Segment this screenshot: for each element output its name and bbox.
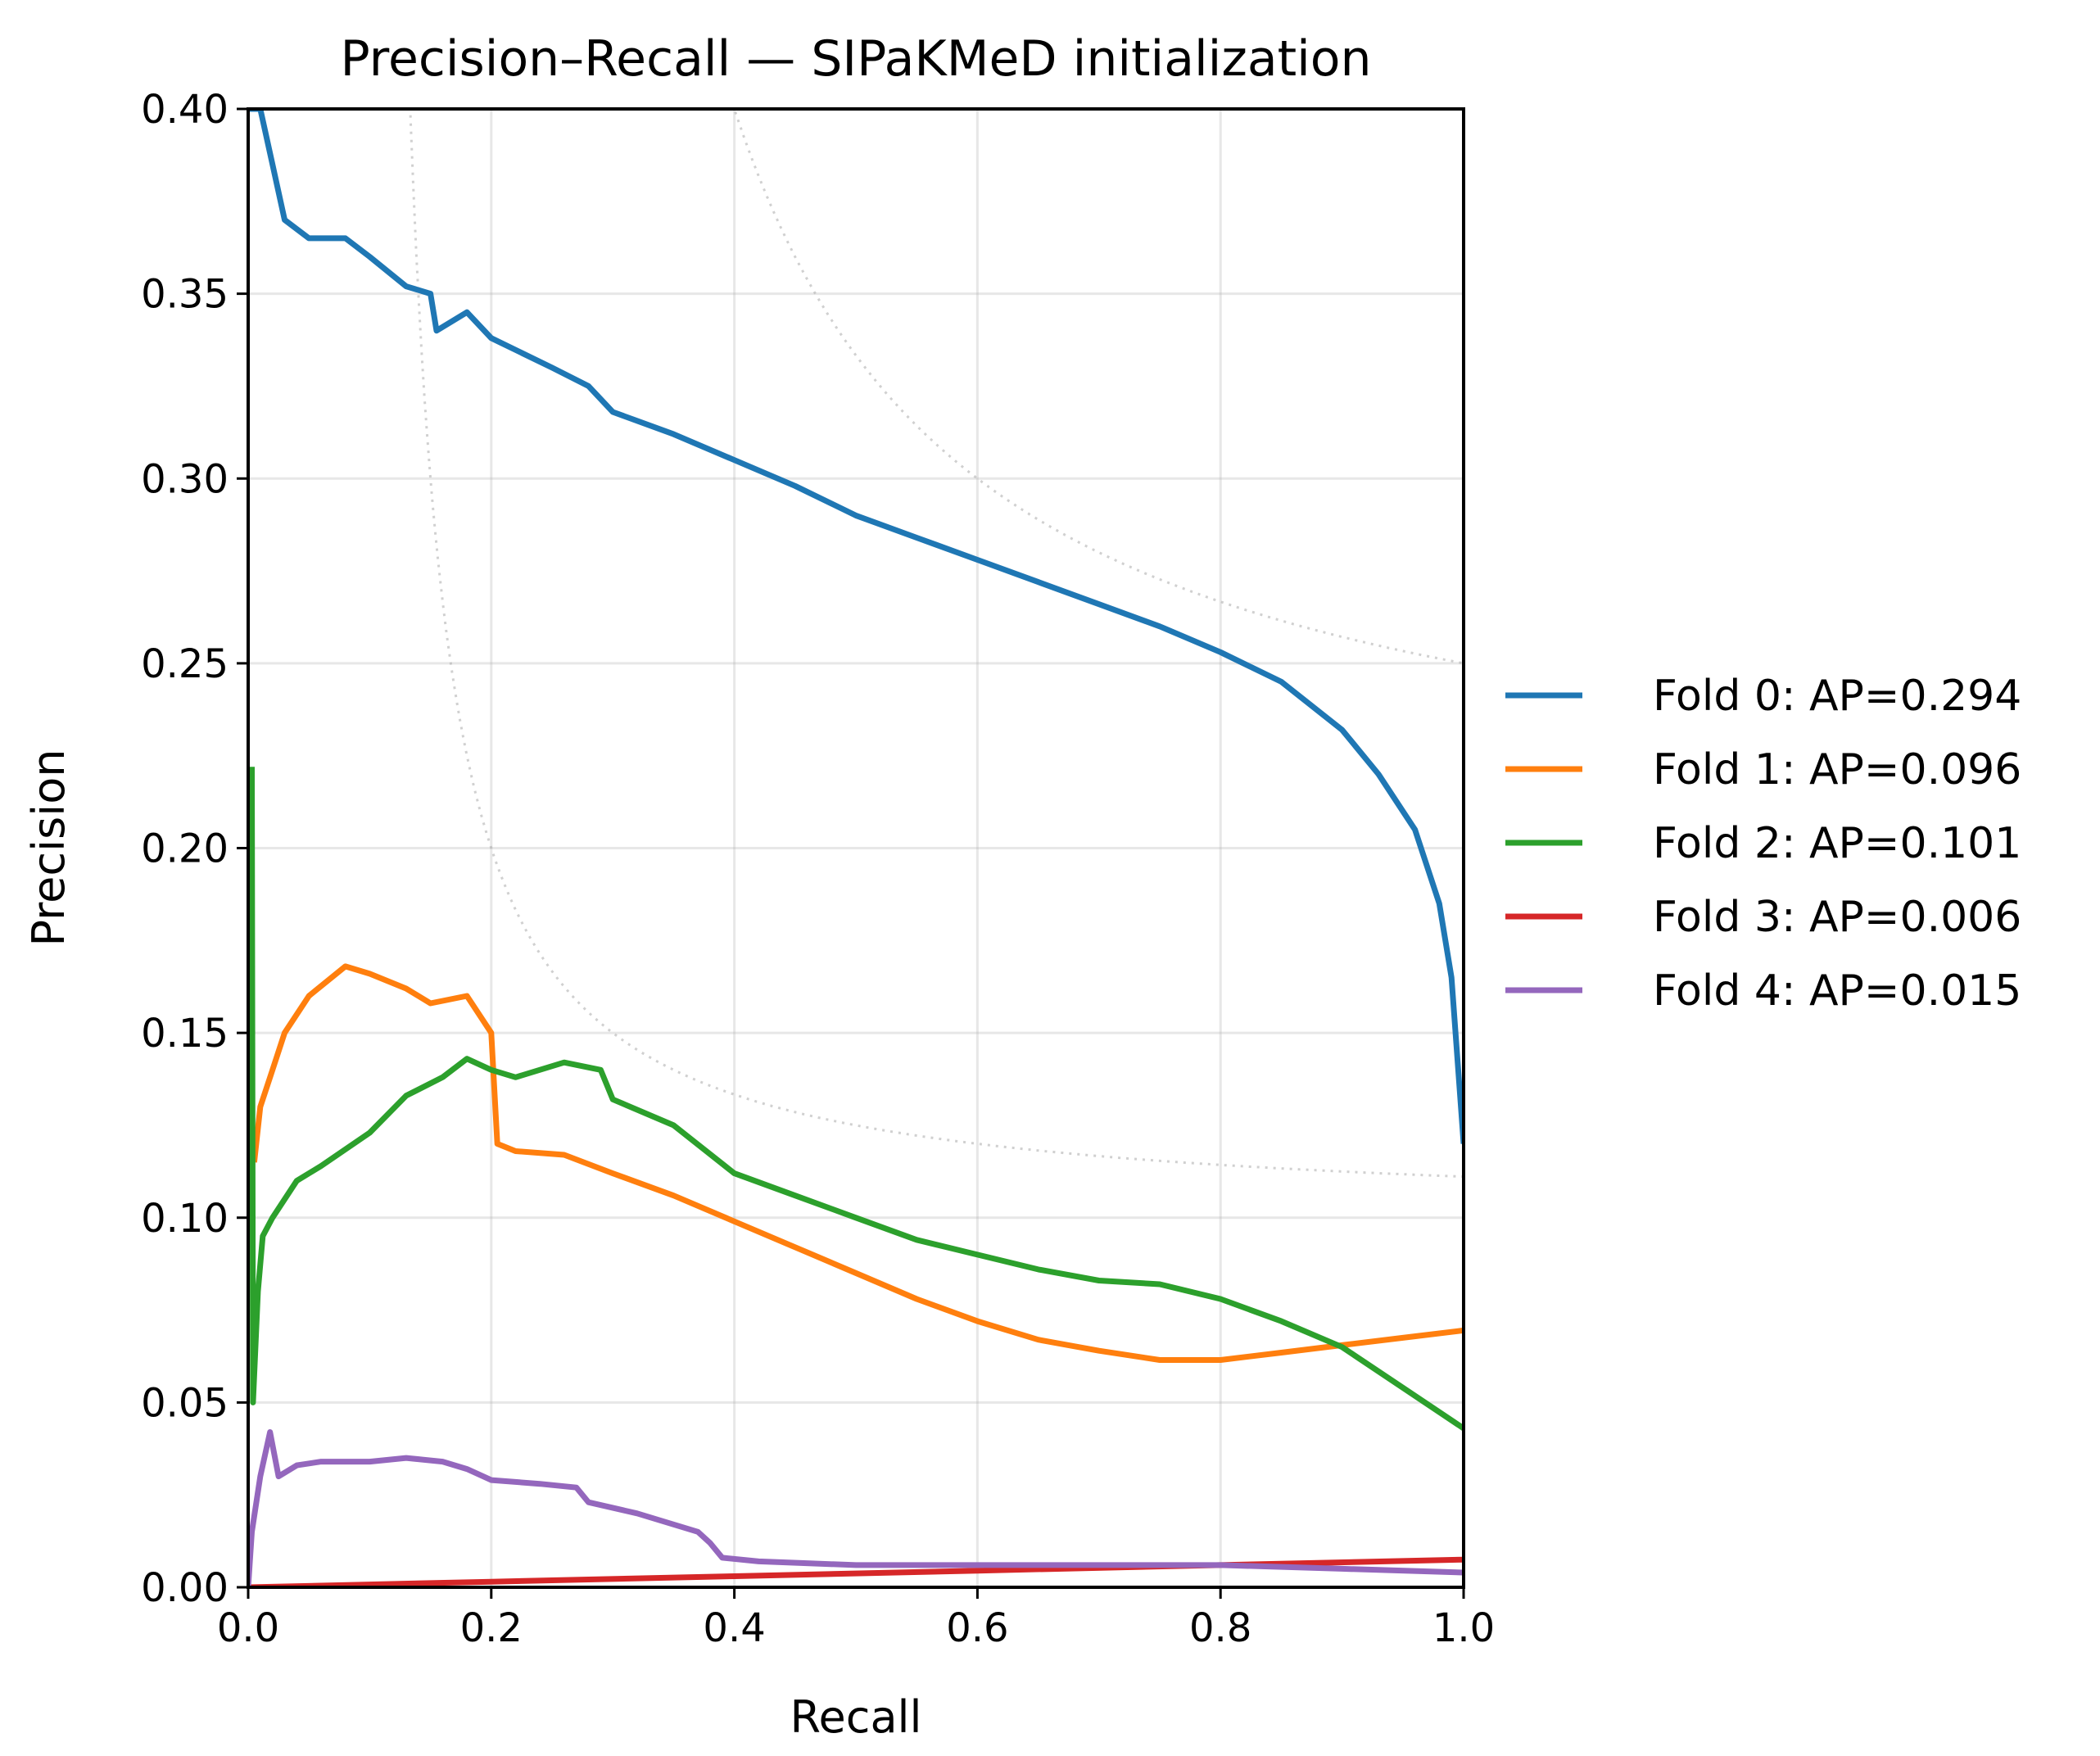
y-tick-label: 0.35 xyxy=(141,272,229,318)
y-tick-label: 0.25 xyxy=(141,641,229,687)
y-tick-label: 0.15 xyxy=(141,1011,229,1057)
series-line-fold-0 xyxy=(248,109,1464,1144)
legend-label-fold-3: Fold 3: AP=0.006 xyxy=(1653,893,2021,942)
y-tick-label: 0.00 xyxy=(141,1565,229,1611)
iso-f1-curve xyxy=(732,109,1464,665)
series-lines xyxy=(248,109,1464,1587)
y-tick-label: 0.20 xyxy=(141,826,229,872)
x-tick-label: 0.6 xyxy=(946,1605,1008,1651)
x-tick-label: 0.2 xyxy=(460,1605,523,1651)
iso-f1-lines xyxy=(409,109,1464,1179)
y-tick-label: 0.05 xyxy=(141,1380,229,1426)
x-tick-label: 0.8 xyxy=(1189,1605,1251,1651)
axis-ticks: 0.0 0.2 0.4 0.6 0.8 1.0 0.00 0.05 0.10 0.15 0.20 0.… xyxy=(141,87,1495,1651)
legend-label-fold-4: Fold 4: AP=0.015 xyxy=(1653,966,2021,1016)
y-tick-label: 0.30 xyxy=(141,456,229,502)
legend: Fold 0: AP=0.294 Fold 1: AP=0.096 Fold 2: … xyxy=(1505,672,2021,1016)
x-tick-label: 0.4 xyxy=(703,1605,765,1651)
chart-title: Precision–Recall — SIPaKMeD initializati… xyxy=(340,30,1371,88)
y-tick-label: 0.40 xyxy=(141,87,229,133)
y-tick-label: 0.10 xyxy=(141,1196,229,1242)
series-line-fold-2 xyxy=(249,767,1464,1431)
iso-f1-curve xyxy=(409,109,1464,1179)
legend-label-fold-1: Fold 1: AP=0.096 xyxy=(1653,745,2021,794)
legend-label-fold-2: Fold 2: AP=0.101 xyxy=(1653,819,2021,868)
x-tick-label: 1.0 xyxy=(1432,1605,1495,1651)
x-axis-label: Recall xyxy=(790,1691,921,1743)
x-tick-label: 0.0 xyxy=(217,1605,279,1651)
series-line-fold-4 xyxy=(248,1429,1464,1587)
legend-label-fold-0: Fold 0: AP=0.294 xyxy=(1653,672,2021,721)
series-line-fold-1 xyxy=(251,963,1464,1363)
y-axis-label: Precision xyxy=(23,749,75,947)
